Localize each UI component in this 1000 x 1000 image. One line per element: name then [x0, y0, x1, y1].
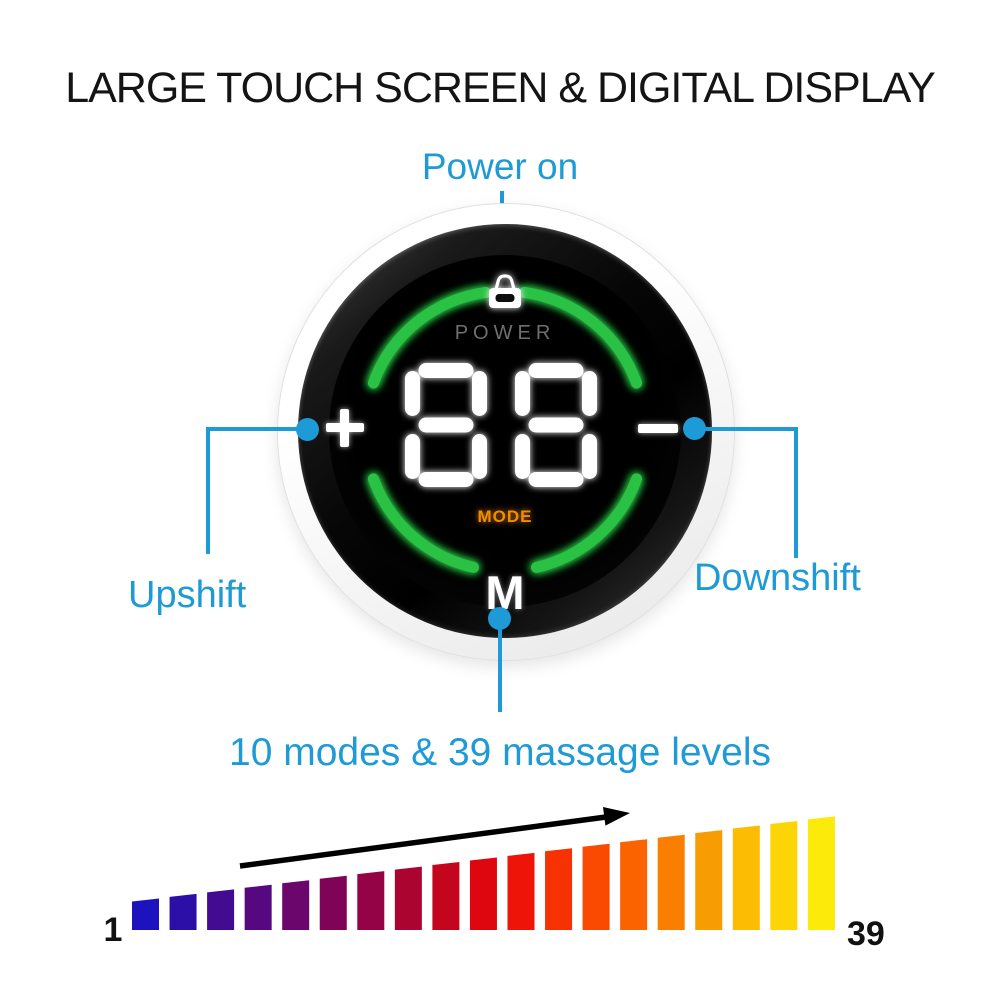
level-bar: [132, 898, 159, 930]
callout-dot-modes: [488, 607, 511, 630]
power-lock-icon: [489, 274, 521, 308]
arc-top-left: [367, 286, 491, 389]
minus-icon: [638, 424, 678, 433]
level-bar: [507, 852, 535, 930]
increase-arrow-icon: [239, 807, 630, 869]
arc-top-right: [519, 286, 643, 389]
digital-display-value: [405, 363, 597, 487]
device-display-graphics: [367, 274, 643, 573]
level-bar: [432, 862, 460, 930]
level-bar: [207, 889, 235, 930]
callout-downshift: Downshift: [694, 557, 861, 599]
callout-dot-downshift: [683, 417, 706, 440]
page-title: LARGE TOUCH SCREEN & DIGITAL DISPLAY: [65, 64, 936, 112]
level-bar: [732, 825, 760, 930]
level-bar: [582, 843, 610, 930]
callout-power-on: Power on: [421, 146, 579, 187]
level-bar: [394, 866, 422, 930]
level-bar: [545, 848, 573, 930]
callout-line-downshift-h: [701, 427, 798, 431]
arc-bottom-left: [367, 473, 479, 573]
plus-icon-bar-v: [340, 409, 349, 447]
callout-line-downshift-v: [794, 427, 798, 558]
callout-modes-note: 10 modes & 39 massage levels: [229, 731, 771, 774]
chart-max-label: 39: [847, 915, 885, 953]
level-bars: [132, 816, 835, 930]
level-bar: [695, 830, 723, 930]
device-screen: [329, 255, 681, 607]
level-bar: [282, 880, 310, 930]
power-text: POWER: [454, 322, 556, 344]
level-bar: [319, 875, 347, 930]
level-bar: [169, 893, 197, 930]
levels-bar-chart: 1 39: [104, 807, 885, 953]
level-bar: [807, 816, 835, 930]
chart-min-label: 1: [104, 911, 123, 949]
arc-bottom-right: [531, 473, 643, 573]
callout-dot-upshift: [296, 418, 319, 441]
callout-line-modes: [498, 627, 502, 712]
status-arcs: [367, 286, 643, 573]
level-bar: [244, 884, 272, 930]
level-bar: [770, 821, 798, 930]
callout-upshift: Upshift: [128, 574, 247, 616]
level-bar: [657, 834, 685, 930]
level-bar: [469, 857, 497, 930]
callout-line-upshift-h: [206, 427, 302, 431]
callout-line-upshift-v: [206, 427, 210, 554]
level-bar: [620, 839, 648, 930]
level-bar: [357, 871, 385, 930]
mode-text: MODE: [477, 507, 533, 526]
